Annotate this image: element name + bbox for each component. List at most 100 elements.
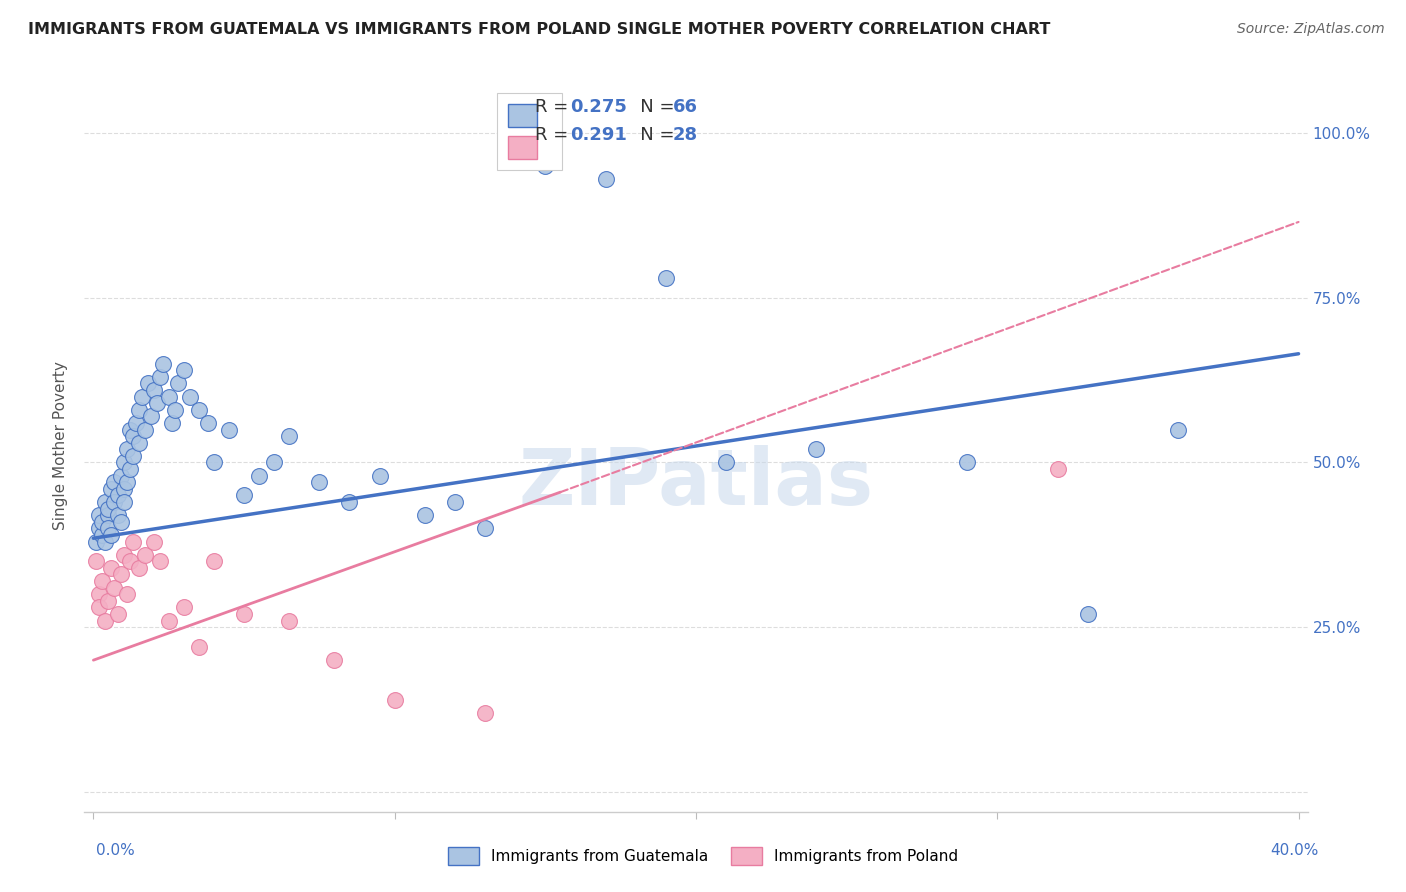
Point	[89, 587, 111, 601]
Point	[128, 402, 150, 417]
Point	[247, 468, 270, 483]
Point	[100, 528, 122, 542]
Point	[413, 508, 436, 523]
Point	[278, 429, 301, 443]
Point	[1167, 423, 1189, 437]
Point	[115, 475, 138, 490]
Point	[179, 390, 201, 404]
Point	[278, 614, 301, 628]
Point	[157, 614, 180, 628]
Point	[94, 614, 117, 628]
Point	[142, 534, 165, 549]
Point	[118, 554, 141, 568]
Point	[142, 383, 165, 397]
Text: 0.0%: 0.0%	[96, 843, 135, 858]
Point	[595, 172, 617, 186]
Point	[94, 495, 117, 509]
Text: 66: 66	[672, 98, 697, 116]
Text: 0.275: 0.275	[569, 98, 627, 116]
Text: R =: R =	[534, 98, 574, 116]
Point	[474, 706, 496, 720]
Point	[86, 534, 108, 549]
Point	[339, 495, 361, 509]
Point	[1077, 607, 1099, 621]
Point	[163, 402, 186, 417]
Point	[187, 640, 209, 654]
Point	[134, 423, 156, 437]
Point	[112, 495, 135, 509]
Point	[118, 462, 141, 476]
Point	[534, 159, 557, 173]
Point	[97, 501, 120, 516]
Point	[173, 600, 195, 615]
Text: IMMIGRANTS FROM GUATEMALA VS IMMIGRANTS FROM POLAND SINGLE MOTHER POVERTY CORREL: IMMIGRANTS FROM GUATEMALA VS IMMIGRANTS …	[28, 22, 1050, 37]
Point	[107, 508, 129, 523]
Point	[145, 396, 167, 410]
Point	[474, 521, 496, 535]
Point	[91, 528, 114, 542]
Point	[124, 416, 146, 430]
Legend: , : ,	[498, 93, 562, 170]
Point	[110, 567, 132, 582]
Point	[714, 455, 737, 469]
Point	[128, 561, 150, 575]
Text: 40.0%: 40.0%	[1271, 843, 1319, 858]
Point	[103, 495, 125, 509]
Point	[152, 357, 174, 371]
Point	[118, 423, 141, 437]
Point	[89, 600, 111, 615]
Text: 0.291: 0.291	[569, 127, 627, 145]
Point	[121, 534, 143, 549]
Text: Source: ZipAtlas.com: Source: ZipAtlas.com	[1237, 22, 1385, 37]
Text: N =: N =	[623, 98, 681, 116]
Point	[103, 581, 125, 595]
Point	[107, 607, 129, 621]
Point	[131, 390, 153, 404]
Point	[86, 554, 108, 568]
Point	[112, 455, 135, 469]
Point	[202, 554, 225, 568]
Point	[107, 488, 129, 502]
Point	[323, 653, 346, 667]
Point	[103, 475, 125, 490]
Point	[97, 508, 120, 523]
Point	[655, 271, 678, 285]
Point	[233, 607, 256, 621]
Point	[806, 442, 828, 457]
Text: R =: R =	[534, 127, 574, 145]
Point	[202, 455, 225, 469]
Point	[308, 475, 330, 490]
Point	[187, 402, 209, 417]
Point	[91, 515, 114, 529]
Point	[134, 548, 156, 562]
Point	[110, 515, 132, 529]
Text: N =: N =	[623, 127, 681, 145]
Point	[100, 482, 122, 496]
Point	[97, 594, 120, 608]
Point	[136, 376, 159, 391]
Point	[112, 482, 135, 496]
Point	[128, 435, 150, 450]
Point	[263, 455, 285, 469]
Point	[956, 455, 979, 469]
Point	[384, 692, 406, 706]
Point	[110, 468, 132, 483]
Point	[444, 495, 467, 509]
Text: 28: 28	[672, 127, 697, 145]
Point	[121, 429, 143, 443]
Point	[166, 376, 188, 391]
Point	[160, 416, 183, 430]
Point	[121, 449, 143, 463]
Point	[149, 369, 172, 384]
Point	[173, 363, 195, 377]
Legend: Immigrants from Guatemala, Immigrants from Poland: Immigrants from Guatemala, Immigrants fr…	[441, 841, 965, 871]
Point	[89, 521, 111, 535]
Point	[218, 423, 240, 437]
Point	[1046, 462, 1069, 476]
Point	[157, 390, 180, 404]
Point	[97, 521, 120, 535]
Point	[233, 488, 256, 502]
Point	[197, 416, 219, 430]
Point	[115, 442, 138, 457]
Point	[115, 587, 138, 601]
